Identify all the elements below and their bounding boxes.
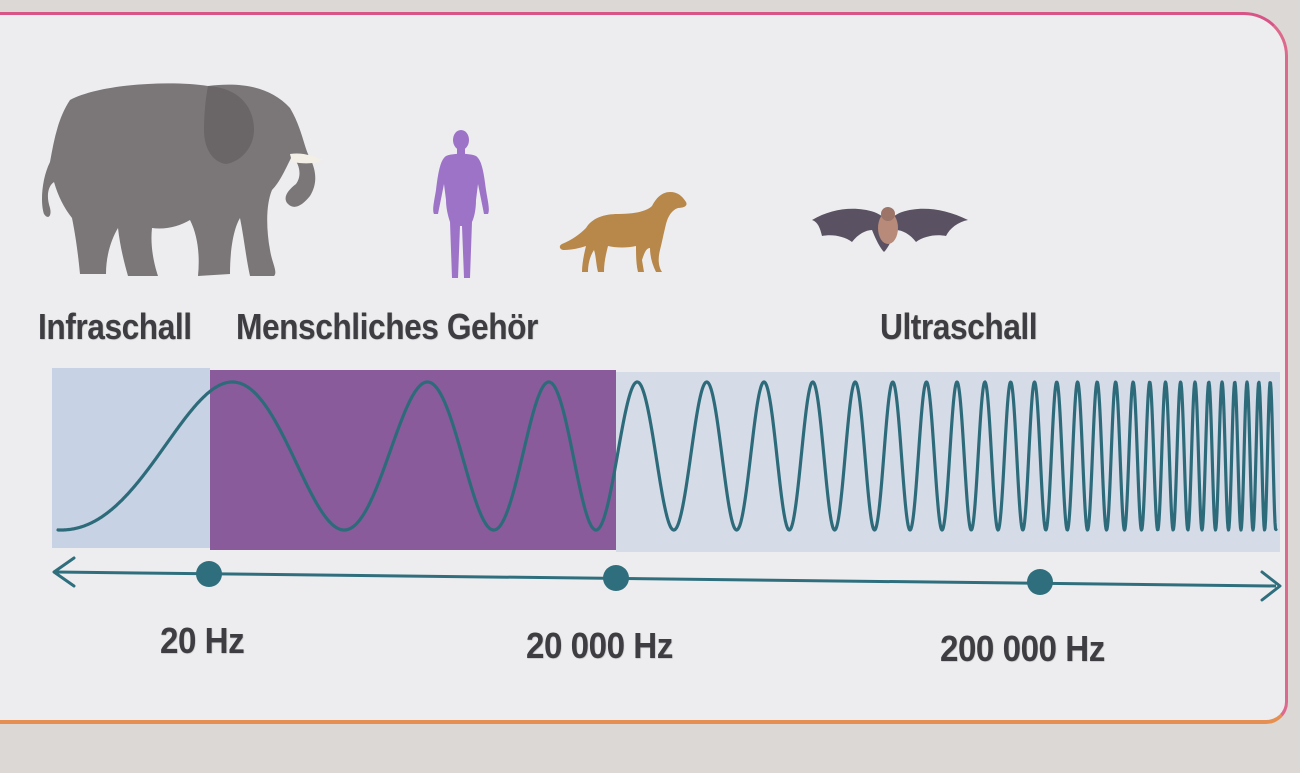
elephant-icon — [42, 83, 322, 276]
axis-arrow-left — [52, 556, 76, 588]
tick-dot-20hz — [196, 561, 222, 587]
label-infraschall: Infraschall — [38, 306, 192, 347]
human-band — [210, 370, 616, 550]
human-icon — [433, 130, 489, 278]
tick-label-200000hz: 200 000 Hz — [940, 628, 1105, 669]
label-menschliches-gehoer: Menschliches Gehör — [236, 306, 538, 347]
tick-dot-200000hz — [1027, 569, 1053, 595]
frequency-axis-line — [55, 570, 1277, 588]
label-ultraschall: Ultraschall — [880, 306, 1038, 347]
bat-icon — [812, 207, 968, 252]
dog-icon — [559, 192, 687, 272]
tick-dot-20000hz — [603, 565, 629, 591]
tick-label-20000hz: 20 000 Hz — [526, 625, 673, 666]
sound-wave — [56, 380, 1278, 532]
infra-band — [52, 368, 210, 548]
tick-label-20hz: 20 Hz — [160, 620, 245, 661]
axis-arrow-right — [1260, 570, 1282, 602]
